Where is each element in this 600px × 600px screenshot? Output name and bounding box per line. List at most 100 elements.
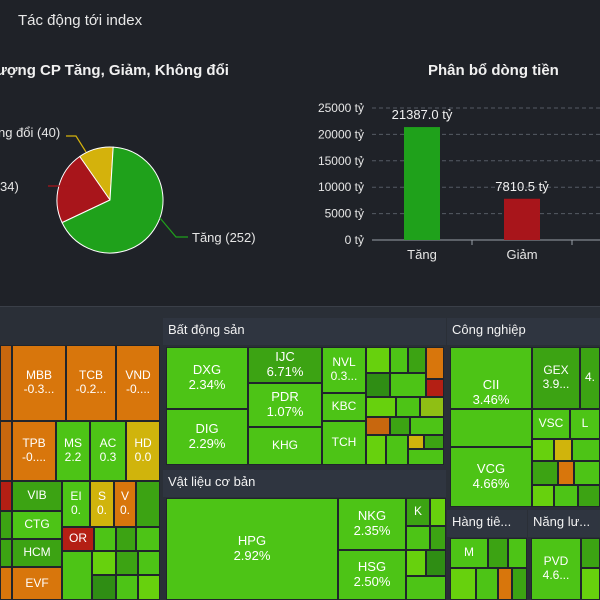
treemap-cell-bds-6[interactable] bbox=[390, 373, 426, 397]
treemap-cell-hd[interactable]: HD 0.0 bbox=[126, 421, 160, 481]
treemap-cell-vib[interactable]: VIB bbox=[12, 481, 62, 511]
treemap-cell-dig[interactable]: DIG 2.29% bbox=[166, 409, 248, 465]
treemap-cell-s[interactable]: S 0. bbox=[90, 481, 114, 527]
treemap-cell-or[interactable]: OR bbox=[62, 527, 94, 551]
treemap-cell-ei[interactable]: EI 0. bbox=[62, 481, 90, 527]
treemap-cell-edge-5[interactable] bbox=[0, 539, 12, 567]
treemap-cell-ht-3[interactable] bbox=[450, 568, 476, 600]
treemap-cell-bds-18[interactable] bbox=[408, 449, 444, 465]
treemap-cell-cn-5[interactable] bbox=[558, 461, 574, 485]
treemap-cell-small-5[interactable] bbox=[62, 551, 92, 600]
bar-up[interactable] bbox=[404, 127, 440, 240]
treemap-cell-ht-2[interactable] bbox=[508, 538, 527, 568]
treemap-cell-bds-10[interactable] bbox=[420, 397, 444, 417]
treemap-cell-bds-13[interactable] bbox=[410, 417, 444, 435]
treemap-cell-evf[interactable]: EVF bbox=[12, 567, 62, 600]
treemap-cell-bds-5[interactable] bbox=[366, 373, 390, 397]
treemap-cell-vsc[interactable]: VSC bbox=[532, 409, 570, 439]
treemap-cell-bds-1[interactable] bbox=[366, 347, 390, 373]
treemap-cell-vl-6[interactable] bbox=[406, 576, 446, 600]
treemap-cell-hpg[interactable]: HPG 2.92% bbox=[166, 498, 338, 600]
treemap-cell-pvd[interactable]: PVD 4.6... bbox=[531, 538, 581, 600]
treemap-cell-ac[interactable]: AC 0.3 bbox=[90, 421, 126, 481]
treemap-cell-mbb[interactable]: MBB -0.3... bbox=[12, 345, 66, 421]
treemap-cell-cn-9[interactable] bbox=[578, 485, 600, 507]
treemap-cell-l[interactable]: L bbox=[570, 409, 600, 439]
treemap-cell-bds-12[interactable] bbox=[390, 417, 410, 435]
treemap-cell-nkg[interactable]: NKG 2.35% bbox=[338, 498, 406, 550]
treemap-cell-khg[interactable]: KHG bbox=[248, 427, 322, 465]
treemap-cell-nl-1[interactable] bbox=[581, 538, 600, 568]
treemap-cell-small-10[interactable] bbox=[116, 575, 138, 600]
treemap-cell-vl-3[interactable] bbox=[430, 526, 446, 550]
treemap-cell-ht-1[interactable] bbox=[488, 538, 508, 568]
treemap-cell-cn-1[interactable] bbox=[532, 439, 554, 461]
treemap-cell-edge[interactable] bbox=[0, 345, 12, 421]
treemap-cell-tch[interactable]: TCH bbox=[322, 421, 366, 465]
treemap-cell-pdr[interactable]: PDR 1.07% bbox=[248, 383, 322, 427]
treemap-cell-cii[interactable]: CII 3.46% bbox=[450, 347, 532, 409]
treemap-cell-gex-2[interactable]: 4. bbox=[580, 347, 600, 409]
treemap-cell-ht-6[interactable] bbox=[512, 568, 527, 600]
treemap-cell-ht-4[interactable] bbox=[476, 568, 498, 600]
treemap-cell-vcg[interactable]: VCG 4.66% bbox=[450, 447, 532, 507]
treemap-cell-tpb[interactable]: TPB -0.... bbox=[12, 421, 56, 481]
treemap-cell-nl-2[interactable] bbox=[581, 568, 600, 600]
treemap-cell-cn-2[interactable] bbox=[554, 439, 572, 461]
treemap-cell-bds-8[interactable] bbox=[366, 397, 396, 417]
treemap-cell-bds-2[interactable] bbox=[390, 347, 408, 373]
treemap-cell-vl-1[interactable] bbox=[430, 498, 446, 526]
treemap-cell-bds-3[interactable] bbox=[408, 347, 426, 373]
treemap-cell-m[interactable]: M bbox=[450, 538, 488, 568]
treemap-cell-ctg[interactable]: CTG bbox=[12, 511, 62, 539]
treemap-cell-small-7[interactable] bbox=[116, 551, 138, 575]
treemap-cell-k[interactable]: K bbox=[406, 498, 430, 526]
treemap-cell-bds-14[interactable] bbox=[366, 435, 386, 465]
treemap-cell-bds-7[interactable] bbox=[426, 379, 444, 397]
treemap-cell-bds-17[interactable] bbox=[424, 435, 444, 449]
pie-slice-up[interactable] bbox=[61, 146, 164, 254]
treemap-cell-dxg[interactable]: DXG 2.34% bbox=[166, 347, 248, 409]
group-header-basic-materials[interactable]: Vật liệu cơ bản bbox=[163, 470, 446, 497]
treemap-cell-bds-15[interactable] bbox=[386, 435, 408, 465]
treemap-cell-bds-4[interactable] bbox=[426, 347, 444, 379]
treemap-cell-edge-2[interactable] bbox=[0, 421, 12, 481]
treemap-cell-cn-7[interactable] bbox=[532, 485, 554, 507]
treemap-cell-bds-16[interactable] bbox=[408, 435, 424, 449]
treemap-cell-bds-9[interactable] bbox=[396, 397, 420, 417]
group-header-industrial[interactable]: Công nghiệp bbox=[447, 318, 600, 345]
treemap-cell-kbc[interactable]: KBC bbox=[322, 393, 366, 421]
treemap-cell-vl-5[interactable] bbox=[426, 550, 446, 576]
treemap-cell-tcb[interactable]: TCB -0.2... bbox=[66, 345, 116, 421]
treemap-cell-hsg[interactable]: HSG 2.50% bbox=[338, 550, 406, 600]
treemap-cell-gex[interactable]: GEX 3.9... bbox=[532, 347, 580, 409]
treemap-cell-small-9[interactable] bbox=[92, 575, 116, 600]
treemap-cell-vnd[interactable]: VND -0.... bbox=[116, 345, 160, 421]
group-header-real-estate[interactable]: Bất động sản bbox=[163, 318, 446, 345]
treemap-cell-small-3[interactable] bbox=[116, 527, 136, 551]
treemap-cell-v[interactable]: V 0. bbox=[114, 481, 136, 527]
treemap-cell-vl-2[interactable] bbox=[406, 526, 430, 550]
treemap-cell-small-4[interactable] bbox=[136, 527, 160, 551]
treemap-cell-ht-5[interactable] bbox=[498, 568, 512, 600]
treemap-cell-cn-3[interactable] bbox=[572, 439, 600, 461]
treemap-cell-hcm[interactable]: HCM bbox=[12, 539, 62, 567]
treemap-cell-edge-6[interactable] bbox=[0, 567, 12, 600]
treemap-cell-bds-11[interactable] bbox=[366, 417, 390, 435]
treemap-cell-ms[interactable]: MS 2.2 bbox=[56, 421, 90, 481]
group-header-energy[interactable]: Năng lư... bbox=[528, 510, 600, 537]
bar-down[interactable] bbox=[504, 198, 540, 240]
treemap-cell-cn-8[interactable] bbox=[554, 485, 578, 507]
group-header-consumer[interactable]: Hàng tiê... bbox=[447, 510, 527, 537]
treemap-cell-edge-3[interactable] bbox=[0, 481, 12, 511]
treemap-cell-small-11[interactable] bbox=[138, 575, 160, 600]
treemap-cell-edge-4[interactable] bbox=[0, 511, 12, 539]
treemap-cell-vl-4[interactable] bbox=[406, 550, 426, 576]
treemap-cell-small-2[interactable] bbox=[94, 527, 116, 551]
treemap-cell-small-6[interactable] bbox=[92, 551, 116, 575]
treemap-cell-small-1[interactable] bbox=[136, 481, 160, 527]
treemap-cell-nvl[interactable]: NVL 0.3... bbox=[322, 347, 366, 393]
treemap-cell-cii-lower[interactable] bbox=[450, 409, 532, 447]
treemap-cell-cn-6[interactable] bbox=[574, 461, 600, 485]
treemap-cell-cn-4[interactable] bbox=[532, 461, 558, 485]
